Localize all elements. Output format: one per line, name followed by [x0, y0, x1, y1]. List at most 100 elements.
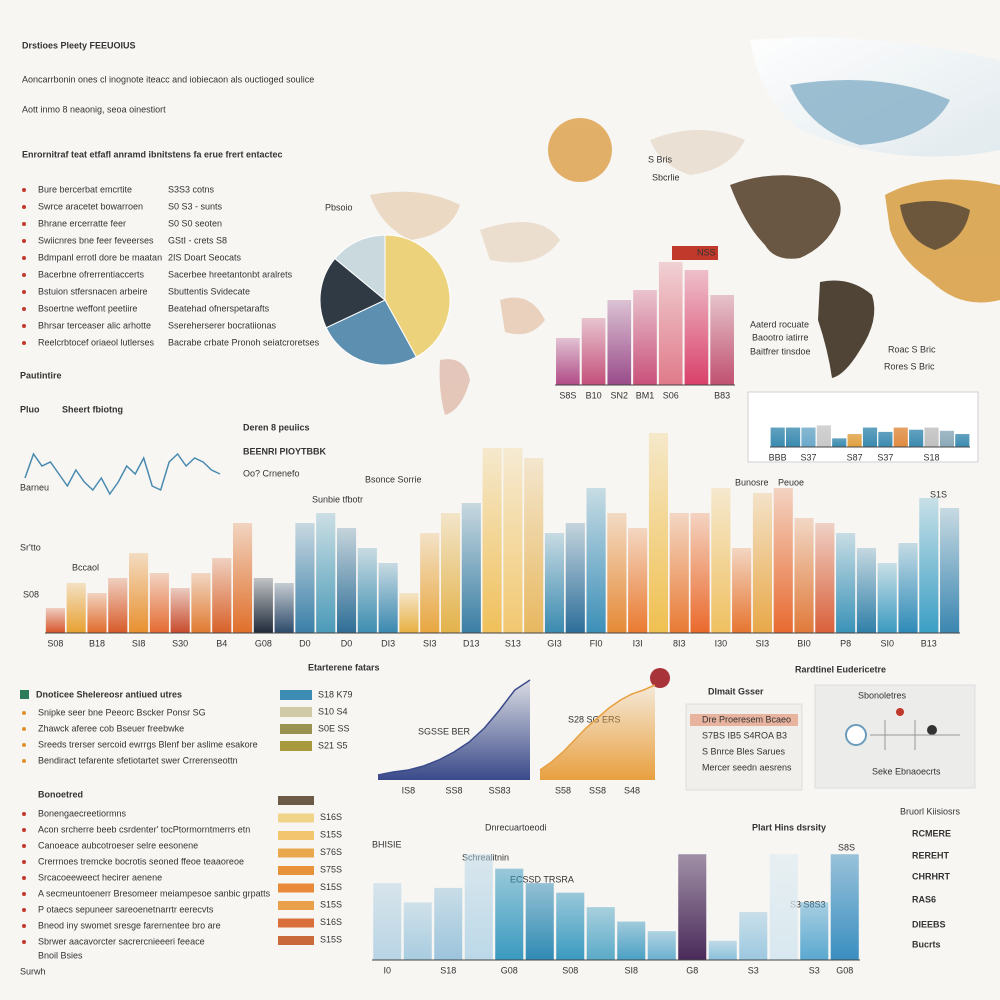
bar [815, 523, 835, 633]
area-line [377, 679, 531, 776]
bar [212, 558, 232, 633]
bar [586, 907, 615, 960]
label: Bhrane ercerratte feer [38, 218, 126, 228]
x-tick-label: BM1 [636, 390, 655, 400]
legend-label: S15S [320, 899, 342, 909]
x-tick-label: D0 [341, 638, 353, 648]
legend-swatch [278, 901, 314, 910]
map-land [500, 297, 545, 335]
legend-label: REREHT [912, 850, 950, 860]
bar [556, 892, 585, 960]
legend-swatch [278, 813, 314, 823]
section-heading: Bruorl Kiisiosrs [900, 806, 961, 816]
section-heading: Enrornitraf teat etfafl anramd ibnitsten… [22, 149, 283, 159]
annotation: S8S [838, 842, 855, 852]
label: Bhrsar terceaser alic arhotte [38, 320, 151, 330]
bar [607, 300, 632, 385]
bar [495, 868, 524, 960]
bar [503, 448, 523, 633]
bar [191, 573, 211, 633]
bar [440, 513, 461, 633]
x-tick-label: S48 [624, 785, 640, 795]
bar [461, 503, 481, 633]
map-sea-band [790, 80, 950, 145]
bullet [22, 759, 26, 763]
label: S Bnrce Bles Sarues [702, 746, 786, 756]
title: Drstioes Pleety FEEUOIUS [22, 40, 136, 50]
annotation: BHISIE [372, 839, 402, 849]
label: A secmeuntoenerr Bresomeer meiampesoe sa… [38, 888, 271, 898]
label: Srcacoeeweect hecirer aenene [38, 872, 162, 882]
icons [845, 708, 960, 750]
x-tick-label: G8 [686, 965, 698, 975]
bullet [22, 188, 26, 192]
x-tick-label: D13 [463, 638, 480, 648]
map-land [650, 130, 745, 175]
x-tick-label: BBB [769, 452, 787, 462]
map-land [370, 191, 460, 240]
bullet [22, 743, 26, 747]
annotation: Bunosre [735, 477, 769, 487]
x-tick-label: S87 [847, 452, 863, 462]
legend-swatch [278, 866, 314, 875]
pie-slice [319, 257, 386, 329]
pie-slice [325, 299, 417, 366]
bar [955, 434, 970, 447]
x-tick-label: S37 [877, 452, 893, 462]
bar [628, 528, 648, 633]
bar [108, 578, 128, 633]
label: S3S3 cotns [168, 184, 215, 194]
label: Bacrabe crbate Pronoh seiatcroretses [168, 337, 320, 347]
bar [769, 854, 798, 960]
bullet [22, 239, 26, 243]
section-heading: Dnoticee Shelereosr antiued utres [36, 689, 182, 699]
bullet [22, 812, 26, 816]
annotation: Barneu [20, 482, 49, 492]
x-tick-label: SS8 [445, 785, 462, 795]
pie-slice [384, 234, 451, 358]
annotation: Pautintire [20, 370, 62, 380]
x-tick-label: SS8 [589, 785, 606, 795]
bar [129, 553, 149, 633]
bar [801, 427, 816, 447]
map-land [730, 175, 841, 259]
bar [544, 533, 565, 633]
x-tick-label: D0 [299, 638, 311, 648]
legend-label: S76S [320, 847, 342, 857]
label: Dre Proeresem Bcaeo [702, 714, 791, 724]
x-tick-label: GI3 [547, 638, 562, 648]
label: GStI - crets S8 [168, 235, 227, 245]
bullet [22, 341, 26, 345]
bar [586, 488, 606, 633]
x-tick-label: S58 [555, 785, 571, 795]
legend-swatch [278, 796, 314, 805]
label: Bsoertne weffont peetiire [38, 303, 137, 313]
bar [732, 548, 752, 633]
legend-label: S16S [320, 917, 342, 927]
bar [836, 533, 856, 633]
x-tick-label: S18 [924, 452, 940, 462]
bar [378, 563, 398, 633]
panel [814, 684, 976, 789]
annotation: S1S [930, 489, 947, 499]
bar [940, 508, 960, 633]
bar [45, 608, 65, 633]
bar [898, 543, 918, 633]
x-tick-label: S08 [47, 638, 63, 648]
label: Zhawck aferee cob Bseuer freebwke [38, 723, 184, 733]
subtitle: Aoncarrbonin ones cl inognote iteacc and… [22, 74, 314, 84]
bar [939, 430, 954, 447]
bullet [22, 711, 26, 715]
annotation: Rores S Bric [884, 361, 935, 371]
bar [830, 854, 859, 960]
bar [711, 488, 731, 633]
annotation: Sr'tto [20, 542, 41, 552]
annotation: Plart Hins dsrsity [752, 822, 826, 832]
bullet [22, 324, 26, 328]
bar [669, 513, 689, 633]
legend-swatch [278, 831, 314, 840]
x-tick-label: B13 [921, 638, 937, 648]
x-tick-label: S37 [800, 452, 816, 462]
bullet [22, 876, 26, 880]
x-tick-label: SI8 [624, 965, 638, 975]
